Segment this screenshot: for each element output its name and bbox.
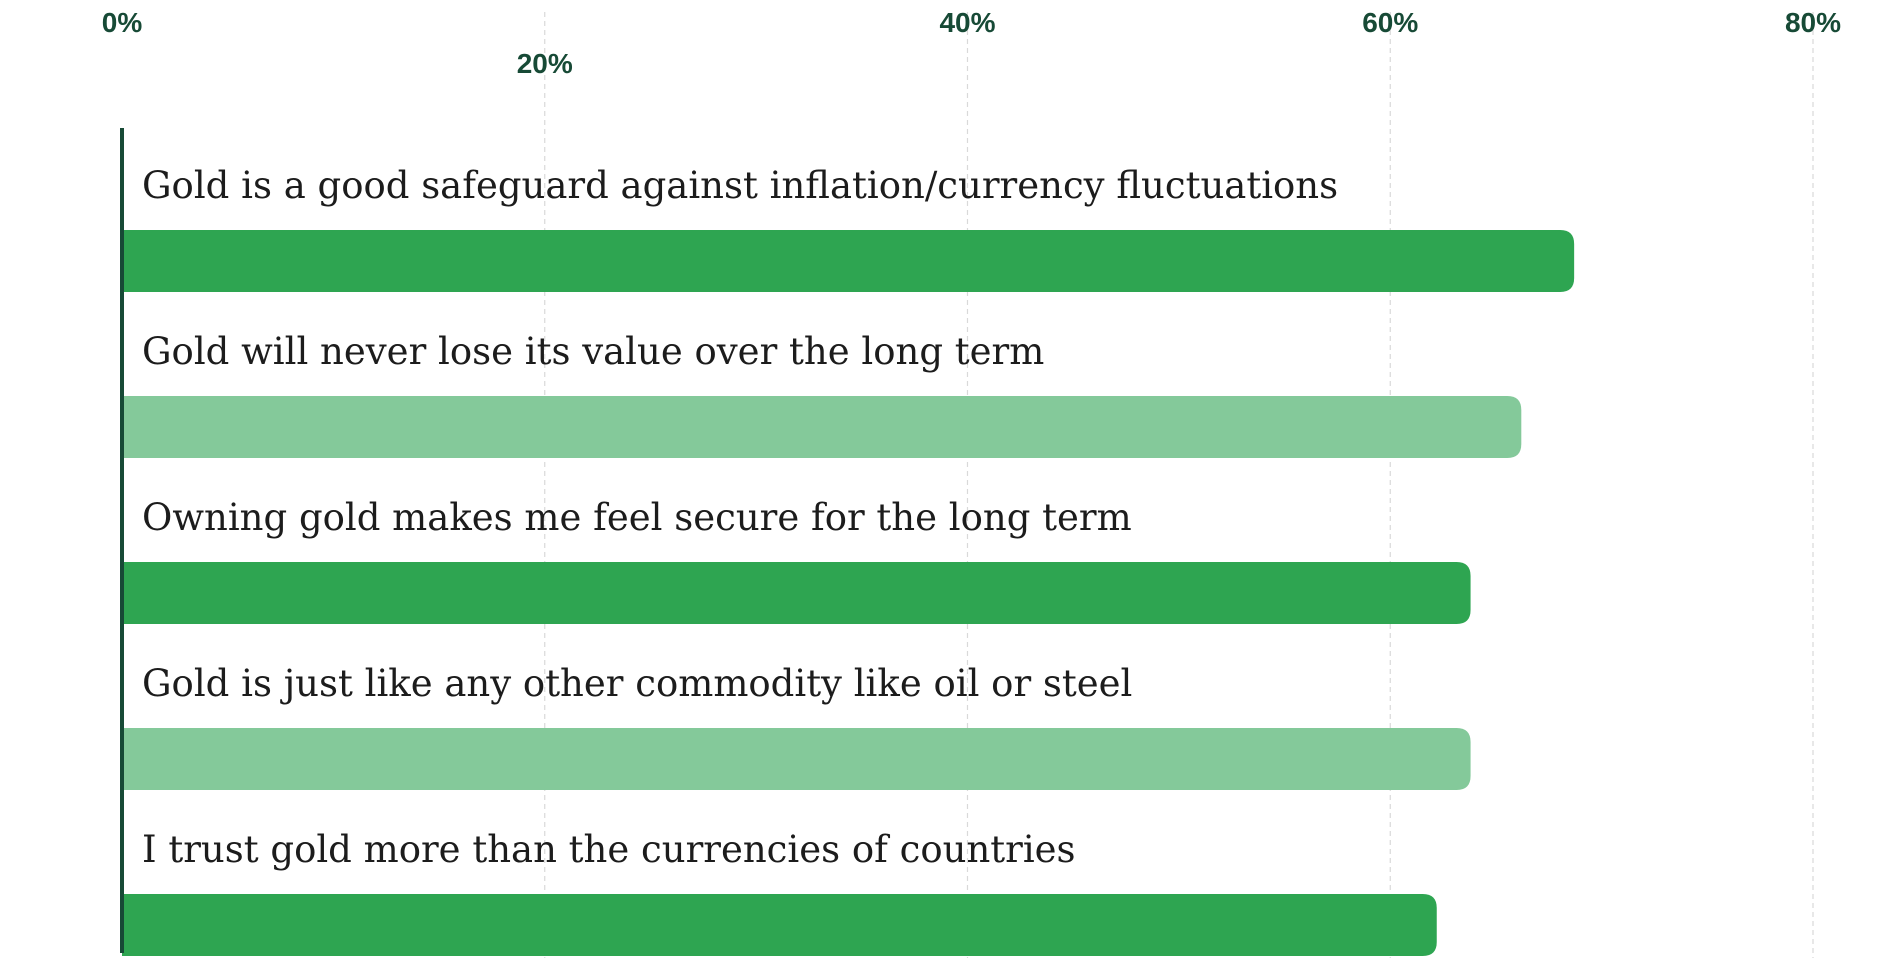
bar (122, 562, 1471, 624)
bar (122, 396, 1522, 458)
x-tick-label: 60% (1362, 7, 1418, 38)
bar-category-label: Gold is a good safeguard against inflati… (142, 164, 1338, 207)
x-tick-label: 0% (102, 7, 143, 38)
x-tick-label: 80% (1785, 7, 1841, 38)
x-tick-label: 40% (939, 7, 995, 38)
bar (122, 894, 1437, 956)
x-axis-ticks: 0% 20% 40% 60% 80% (102, 7, 1841, 79)
gridlines (544, 12, 1814, 958)
bar-category-label: Gold is just like any other commodity li… (142, 662, 1132, 705)
bar (122, 728, 1471, 790)
bar-category-label: Gold will never lose its value over the … (142, 330, 1044, 373)
x-tick-label: 20% (517, 48, 573, 79)
bars: Gold is a good safeguard against inflati… (122, 164, 1575, 956)
bar (122, 230, 1575, 292)
bar-category-label: I trust gold more than the currencies of… (142, 828, 1076, 871)
bar-category-label: Owning gold makes me feel secure for the… (142, 496, 1132, 539)
